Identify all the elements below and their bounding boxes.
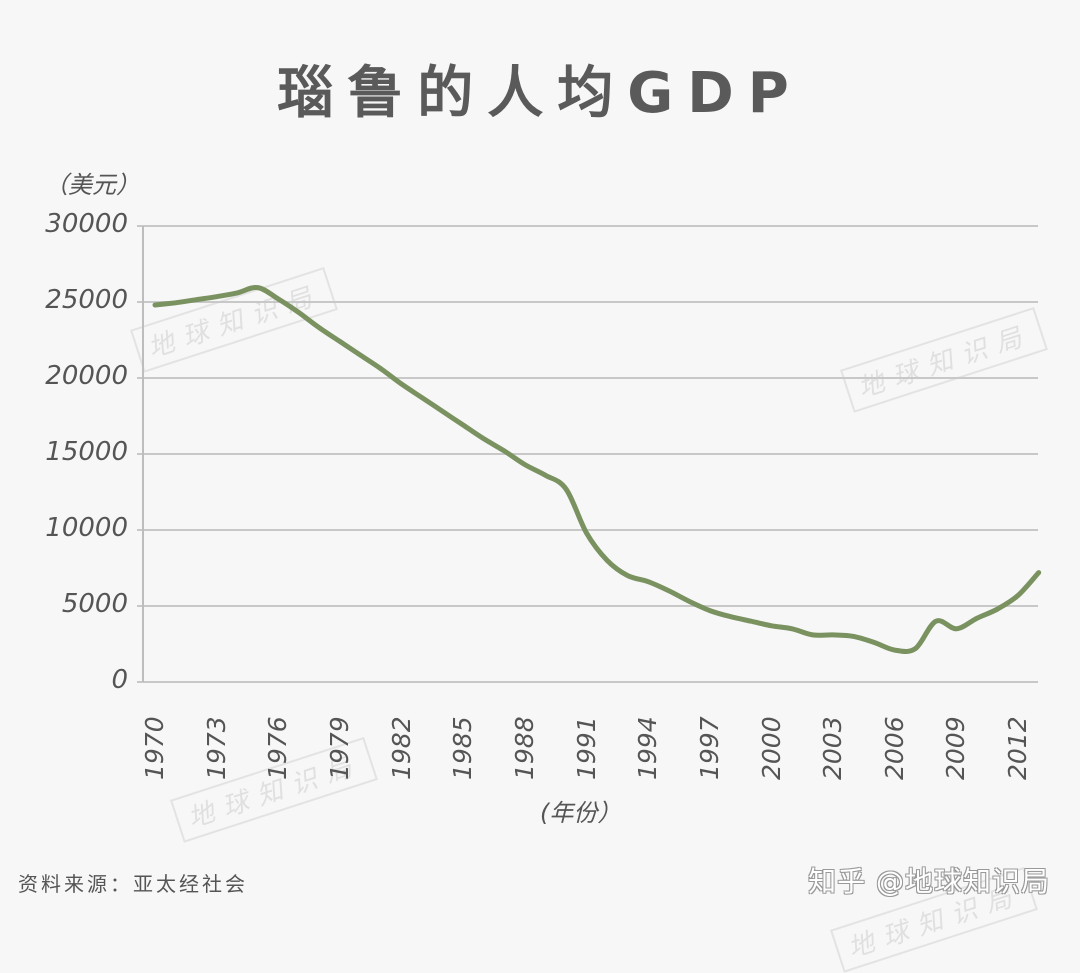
chart-title: 瑙鲁的人均GDP <box>277 61 803 126</box>
x-tick-label: 1994 <box>633 716 663 780</box>
zhihu-credit: 知乎 @地球知识局 <box>808 865 1050 898</box>
gridlines <box>137 225 1038 683</box>
x-tick-label: 1970 <box>140 716 169 780</box>
y-tick-label: 0 <box>111 665 128 695</box>
x-tick-label: 1982 <box>386 716 416 780</box>
x-tick-label: 1988 <box>509 716 539 780</box>
y-tick-label: 25000 <box>45 285 128 315</box>
x-tick-label: 1979 <box>324 716 354 780</box>
plot-area <box>137 225 1042 683</box>
x-tick-label: 2012 <box>1003 716 1033 780</box>
y-tick-label: 10000 <box>45 513 128 543</box>
y-tick-label: 30000 <box>45 209 128 239</box>
x-tick-label: 1997 <box>694 716 724 780</box>
x-tick-label: 2009 <box>941 716 971 780</box>
y-tick-label: 5000 <box>61 589 128 619</box>
x-tick-label: 2000 <box>756 716 786 780</box>
x-tick-label: 1973 <box>201 716 231 780</box>
x-tick-label: 1985 <box>448 716 478 780</box>
y-tick-label: 20000 <box>45 361 128 391</box>
y-axis-unit: （美元） <box>44 171 140 199</box>
x-tick-label: 1976 <box>263 716 293 780</box>
x-axis-label: (年份） <box>540 799 622 827</box>
x-tick-label: 1991 <box>571 716 601 780</box>
x-tick-label: 2003 <box>818 716 848 780</box>
x-tick-label: 2006 <box>879 716 909 780</box>
source-note: 资料来源：亚太经社会 <box>18 872 248 896</box>
gdp-line <box>152 284 1042 655</box>
y-tick-label: 15000 <box>45 437 128 467</box>
